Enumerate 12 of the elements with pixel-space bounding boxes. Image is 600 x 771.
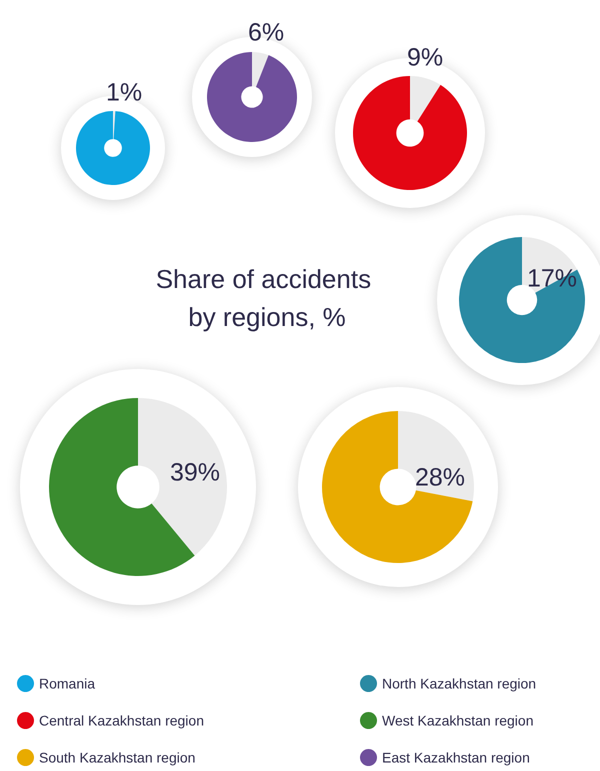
legend-label: South Kazakhstan region — [39, 750, 196, 766]
data-label: 39% — [170, 458, 220, 486]
data-label: 1% — [106, 78, 142, 106]
data-label: 9% — [406, 44, 444, 72]
legend-label: Romania — [39, 676, 96, 692]
legend-label: East Kazakhstan region — [382, 750, 530, 766]
data-label: 28% — [414, 464, 466, 492]
data-label: 6% — [248, 18, 284, 46]
legend-label: West Kazakhstan region — [382, 712, 534, 728]
text: Share of accidents by regions, % — [156, 264, 378, 332]
legend-label: North Kazakhstan region — [382, 676, 536, 692]
legend-label: Central Kazakhstan region — [39, 712, 204, 728]
